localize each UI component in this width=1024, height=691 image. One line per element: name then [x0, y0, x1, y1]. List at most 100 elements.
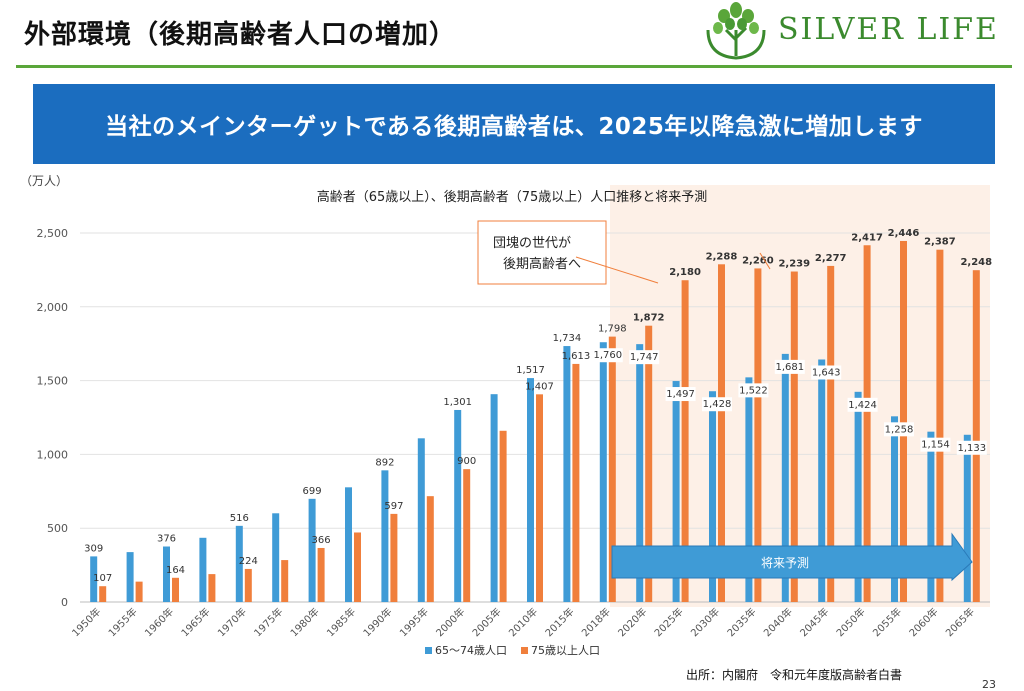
x-tick-label: 2060年	[906, 605, 940, 639]
data-label-65-74: 1,517	[516, 365, 545, 376]
bar-75-plus	[390, 513, 398, 602]
annotations: 将来予測 団塊の世代が 後期高齢者へ	[477, 220, 973, 582]
bar-65-74	[854, 391, 862, 602]
x-tick-label: 1970年	[215, 605, 249, 639]
bar-75-plus	[135, 581, 143, 602]
bar-65-74	[963, 434, 971, 602]
data-label-65-74: 1,154	[921, 440, 950, 451]
data-label-bg	[592, 348, 623, 363]
bar-65-74	[563, 346, 571, 602]
data-label-bg	[738, 383, 769, 398]
x-tick-label: 2025年	[651, 605, 685, 639]
x-tick-label: 2020年	[615, 605, 649, 639]
y-unit-label: （万人）	[20, 174, 68, 188]
bar-75-plus	[426, 496, 434, 602]
data-label-bg	[665, 387, 696, 402]
legend-label-75-plus: 75歳以上人口	[531, 644, 600, 657]
bar-75-plus	[972, 270, 980, 602]
data-label-75-plus: 2,288	[706, 251, 738, 262]
bar-75-plus	[463, 469, 471, 602]
bar-65-74	[927, 431, 935, 602]
bar-75-plus	[354, 532, 361, 602]
x-tick-label: 2030年	[688, 605, 722, 639]
bar-75-plus	[790, 271, 798, 602]
bar-65-74	[672, 381, 680, 602]
data-label-65-74: 1,428	[703, 399, 732, 410]
x-tick-label: 2005年	[469, 605, 503, 639]
callout-line2: 後期高齢者へ	[503, 256, 581, 272]
bar-75-plus	[99, 586, 107, 602]
y-axis: 0 500 1,000 1,500 2,000 2,500	[37, 227, 69, 609]
x-tick-label: 1950年	[69, 605, 103, 639]
data-label-65-74: 516	[230, 513, 249, 524]
data-label-65-74: 1,760	[593, 350, 622, 361]
bar-75-plus	[936, 249, 944, 602]
data-label-75-plus: 366	[312, 535, 331, 546]
data-label-75-plus: 1,872	[633, 313, 665, 324]
x-tick-label: 1955年	[105, 605, 139, 639]
data-label-65-74: 1,424	[848, 400, 877, 411]
data-label-75-plus: 1,407	[525, 381, 554, 392]
forecast-arrow-label: 将来予測	[761, 556, 809, 570]
header-divider	[16, 65, 1012, 68]
bar-65-74	[308, 498, 316, 602]
data-label-65-74: 1,497	[666, 389, 695, 400]
x-tick-label: 1980年	[287, 605, 321, 639]
data-label-bg	[884, 422, 914, 437]
bar-75-plus	[900, 240, 907, 602]
data-label-65-74: 1,643	[812, 367, 841, 378]
source-note: 出所：内閣府 令和元年度版高齢者白書	[686, 668, 903, 682]
bar-65-74	[381, 470, 389, 602]
chart-title: 高齢者（65歳以上）、後期高齢者（75歳以上）人口推移と将来予測	[317, 189, 708, 205]
x-tick-label: 2000年	[433, 605, 467, 639]
data-label-65-74: 1,258	[885, 424, 914, 435]
population-chart: 0 500 1,000 1,500 2,000 2,500 107 309 164 376 224…	[20, 174, 992, 657]
x-tick-label: 2065年	[943, 605, 977, 639]
x-tick-label: 2018年	[579, 605, 613, 639]
bar-75-plus	[281, 560, 289, 602]
x-tick-label: 1990年	[360, 605, 394, 639]
data-label-65-74: 1,747	[630, 352, 659, 363]
data-label-75-plus: 2,260	[742, 255, 774, 266]
bar-75-plus	[572, 363, 580, 602]
data-label-75-plus: 2,417	[851, 232, 883, 243]
x-tick-label: 1965年	[178, 605, 212, 639]
bar-65-74	[90, 556, 98, 602]
bar-65-74	[417, 438, 425, 602]
logo-text: SILVER LIFE	[778, 12, 999, 47]
page-number: 23	[982, 678, 996, 691]
bar-65-74	[490, 394, 498, 602]
bar-65-74	[272, 513, 280, 602]
bar-65-74	[235, 525, 243, 602]
callout-pointer	[575, 256, 659, 284]
data-label-75-plus: 597	[384, 501, 403, 512]
data-label-65-74: 1,301	[443, 397, 472, 408]
data-label-75-plus: 224	[239, 556, 258, 567]
data-label-65-74: 1,522	[739, 385, 768, 396]
bar-65-74	[745, 377, 753, 602]
x-tick-label: 2015年	[542, 605, 576, 639]
tree-logo-icon	[706, 2, 766, 60]
y-tick-label: 1,000	[37, 448, 69, 461]
bar-75-plus	[681, 280, 689, 602]
legend-swatch-65-74	[425, 647, 432, 654]
data-label-75-plus: 1,798	[598, 324, 627, 335]
bar-65-74	[163, 546, 170, 602]
data-label-75-plus: 2,180	[669, 267, 701, 278]
bar-75-plus	[536, 394, 543, 602]
data-label-65-74: 1,681	[775, 362, 804, 373]
legend-swatch-75-plus	[521, 647, 528, 654]
y-tick-label: 1,500	[37, 375, 69, 388]
bar-65-74	[636, 344, 644, 602]
data-label-75-plus: 164	[166, 565, 185, 576]
bar-65-74	[599, 342, 607, 602]
data-label-75-plus: 1,613	[562, 351, 591, 362]
bar-75-plus	[718, 264, 725, 602]
legend: 65～74歳人口 75歳以上人口	[425, 644, 600, 657]
data-label-bg	[702, 397, 732, 412]
x-tick-label: 2010年	[506, 605, 540, 639]
bar-65-74	[126, 552, 134, 602]
label-pointer-2035	[759, 252, 771, 270]
bar-65-74	[891, 416, 898, 602]
x-tick-label: 1975年	[251, 605, 285, 639]
